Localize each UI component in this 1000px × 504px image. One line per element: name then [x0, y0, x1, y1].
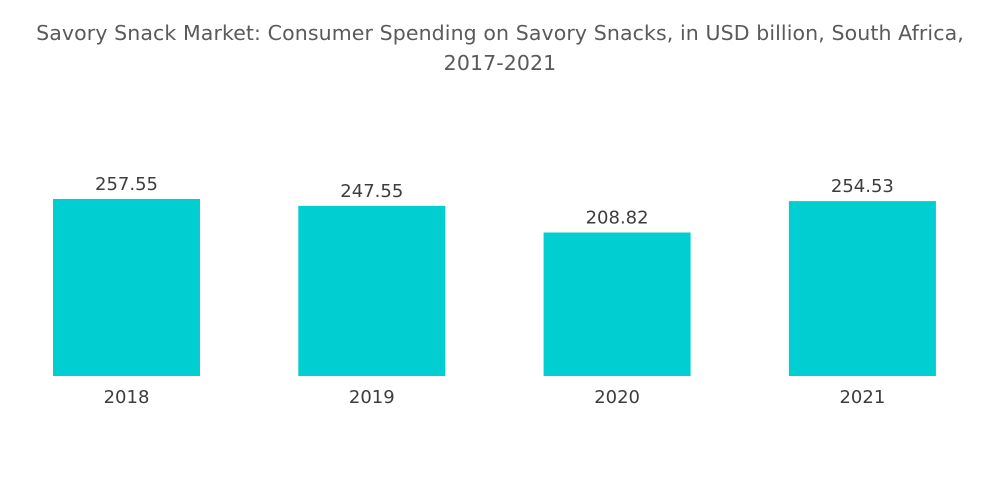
data-label-2018: 257.55 — [95, 174, 158, 195]
bar-2021 — [788, 201, 936, 376]
bar-2019 — [298, 205, 446, 376]
data-label-2020: 208.82 — [586, 208, 649, 229]
bar-2020 — [543, 232, 691, 376]
x-tick-label-2019: 2019 — [349, 387, 395, 408]
value-labels-group: 257.55 247.55 208.82 254.53 — [95, 174, 894, 229]
data-label-2019: 247.55 — [340, 181, 403, 202]
bars-group — [53, 199, 936, 376]
chart-title-line-1: Savory Snack Market: Consumer Spending o… — [36, 21, 964, 45]
x-tick-label-2018: 2018 — [104, 387, 150, 408]
chart-title-line-2: 2017-2021 — [443, 51, 557, 75]
x-tick-labels-group: 2018 2019 2020 2021 — [104, 387, 886, 408]
x-tick-label-2021: 2021 — [839, 387, 885, 408]
data-label-2021: 254.53 — [831, 176, 894, 197]
x-tick-label-2020: 2020 — [594, 387, 640, 408]
chart-title: Savory Snack Market: Consumer Spending o… — [0, 18, 1000, 78]
bar-2018 — [53, 199, 200, 376]
